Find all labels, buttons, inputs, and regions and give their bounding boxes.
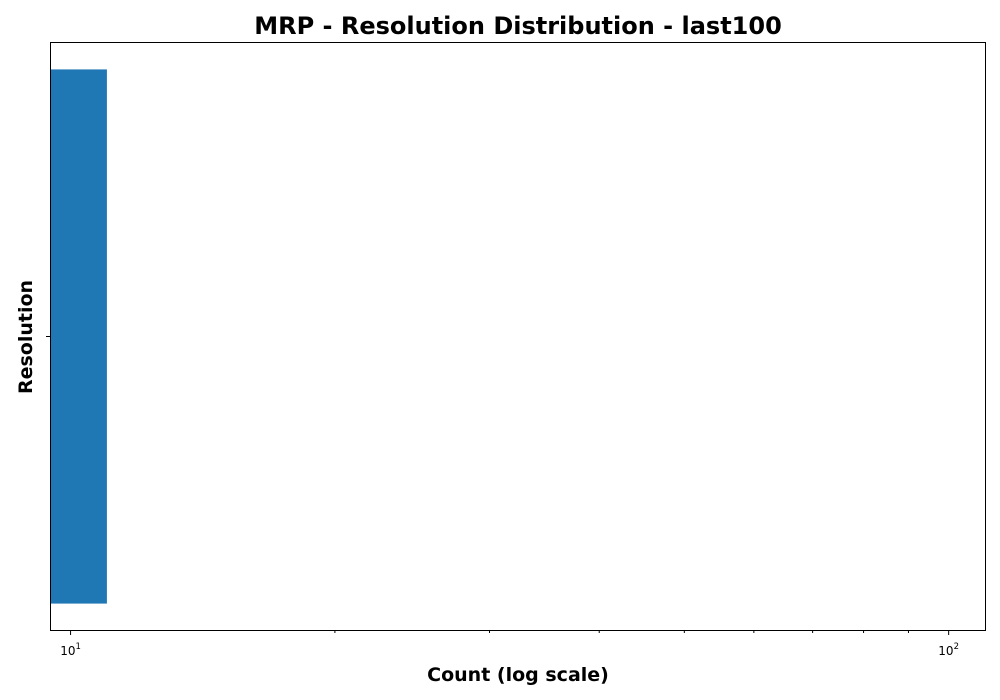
x-axis-label: Count (log scale) bbox=[427, 664, 609, 686]
bar bbox=[51, 69, 107, 603]
x-tick-label: 102 bbox=[938, 642, 959, 658]
x-tick-label: 101 bbox=[60, 642, 81, 658]
x-axis-ticks: 101 102 bbox=[60, 630, 959, 658]
plot-area: 101 102 bbox=[46, 43, 986, 659]
y-axis-label: Resolution bbox=[15, 280, 37, 394]
chart-title: MRP - Resolution Distribution - last100 bbox=[254, 12, 782, 40]
bars bbox=[51, 69, 107, 603]
axes-frame bbox=[51, 43, 986, 631]
